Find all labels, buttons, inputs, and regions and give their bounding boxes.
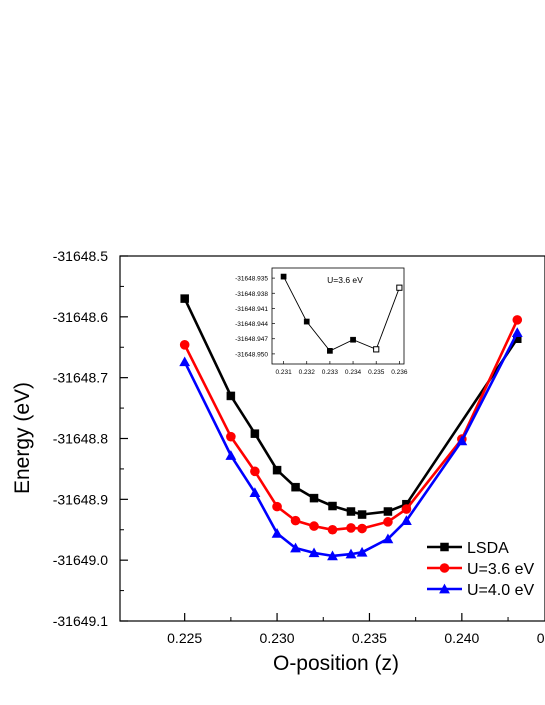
- inset-axis-ticks: -31648.935 -31648.938 -31648.941 -31648.944…: [235, 276, 408, 376]
- data-point: [180, 294, 189, 303]
- inset-y-tick-label: -31648.941: [235, 306, 268, 313]
- legend-label: U=3.6 eV: [467, 561, 534, 578]
- inset-data-point: [350, 336, 356, 343]
- data-point: [179, 356, 191, 367]
- inset-x-tick-label: 0.233: [322, 369, 339, 376]
- inset-frame: [271, 267, 405, 365]
- inset-annotation: U=3.6 eV: [327, 275, 363, 285]
- y-tick-label: -31648.9: [53, 491, 108, 507]
- inset-x-tick-label: 0.235: [368, 369, 385, 376]
- data-point: [456, 435, 468, 446]
- data-point: [290, 542, 301, 553]
- data-point: [401, 515, 412, 525]
- legend-marker: [439, 563, 450, 573]
- inset-data-point: [303, 318, 310, 325]
- data-point: [382, 533, 394, 544]
- data-point: [346, 507, 356, 516]
- data-point: [226, 431, 236, 442]
- inset-y-tick-label: -31648.947: [235, 336, 268, 343]
- y-tick-label: -31648.8: [53, 431, 108, 447]
- inset-x-tick-label: 0.234: [345, 369, 362, 376]
- data-point: [512, 315, 523, 325]
- data-point: [290, 515, 301, 526]
- legend-label: U=4.0 eV: [467, 582, 534, 599]
- y-tick-label: -31648.5: [53, 248, 108, 264]
- inset-data-point: [396, 284, 403, 291]
- y-tick-label: -31649.0: [53, 552, 108, 568]
- inset-y-tick-label: -31648.935: [235, 276, 268, 283]
- inset-x-tick-label: 0.236: [391, 369, 408, 376]
- data-point: [308, 547, 320, 558]
- inset-data-point: [280, 273, 287, 280]
- main-axis-ticks: -31648.5 -31648.6 -31648.7 -31648.8 -31648.9…: [53, 248, 545, 646]
- data-point: [401, 504, 412, 514]
- data-point: [179, 340, 190, 350]
- inset-y-tick-label: -31648.938: [235, 291, 268, 298]
- data-point: [327, 550, 338, 561]
- y-tick-label: -31648.6: [53, 309, 108, 325]
- inset-y-tick-label: -31648.950: [235, 351, 268, 358]
- data-point: [309, 521, 319, 531]
- data-point: [511, 327, 523, 337]
- data-point: [309, 493, 319, 503]
- y-tick-label: -31649.1: [53, 613, 108, 629]
- inset-x-tick-label: 0.232: [299, 369, 316, 376]
- inset-data-point: [373, 346, 380, 353]
- x-axis-label: O-position (z): [273, 652, 399, 675]
- data-point: [346, 523, 356, 533]
- inset-data-point: [327, 348, 333, 354]
- inset-series-line-0: [283, 276, 400, 352]
- x-tick-label: 0.225: [167, 630, 202, 646]
- inset-x-tick-label: 0.231: [275, 369, 292, 376]
- data-point: [328, 501, 337, 511]
- data-point: [225, 450, 237, 460]
- data-point: [345, 548, 357, 559]
- legend-marker: [440, 542, 449, 552]
- y-tick-label: -31648.7: [53, 370, 108, 386]
- data-point: [249, 487, 261, 497]
- data-point: [383, 507, 393, 516]
- x-tick-label: 0.245: [537, 630, 545, 646]
- data-point: [327, 524, 338, 535]
- data-point: [357, 510, 367, 519]
- x-tick-label: 0.240: [444, 630, 479, 646]
- data-point: [383, 517, 393, 527]
- data-point: [291, 482, 300, 492]
- data-point: [226, 391, 236, 401]
- data-point: [356, 546, 368, 557]
- inset-y-tick-label: -31648.944: [235, 321, 268, 328]
- legend-label: LSDA: [467, 540, 509, 557]
- data-point: [272, 465, 282, 475]
- x-tick-label: 0.235: [352, 630, 387, 646]
- legend: LSDA U=3.6 eV U=4.0 eV: [427, 540, 534, 599]
- data-point: [250, 466, 260, 477]
- data-point: [357, 523, 367, 534]
- x-tick-label: 0.230: [260, 630, 295, 646]
- data-point: [250, 429, 260, 438]
- legend-marker: [439, 583, 450, 594]
- data-point: [271, 528, 283, 538]
- data-point: [272, 501, 282, 512]
- y-axis-label: Energy (eV): [11, 382, 34, 494]
- main-series-group: [179, 294, 523, 561]
- inset-series-group: [280, 273, 403, 354]
